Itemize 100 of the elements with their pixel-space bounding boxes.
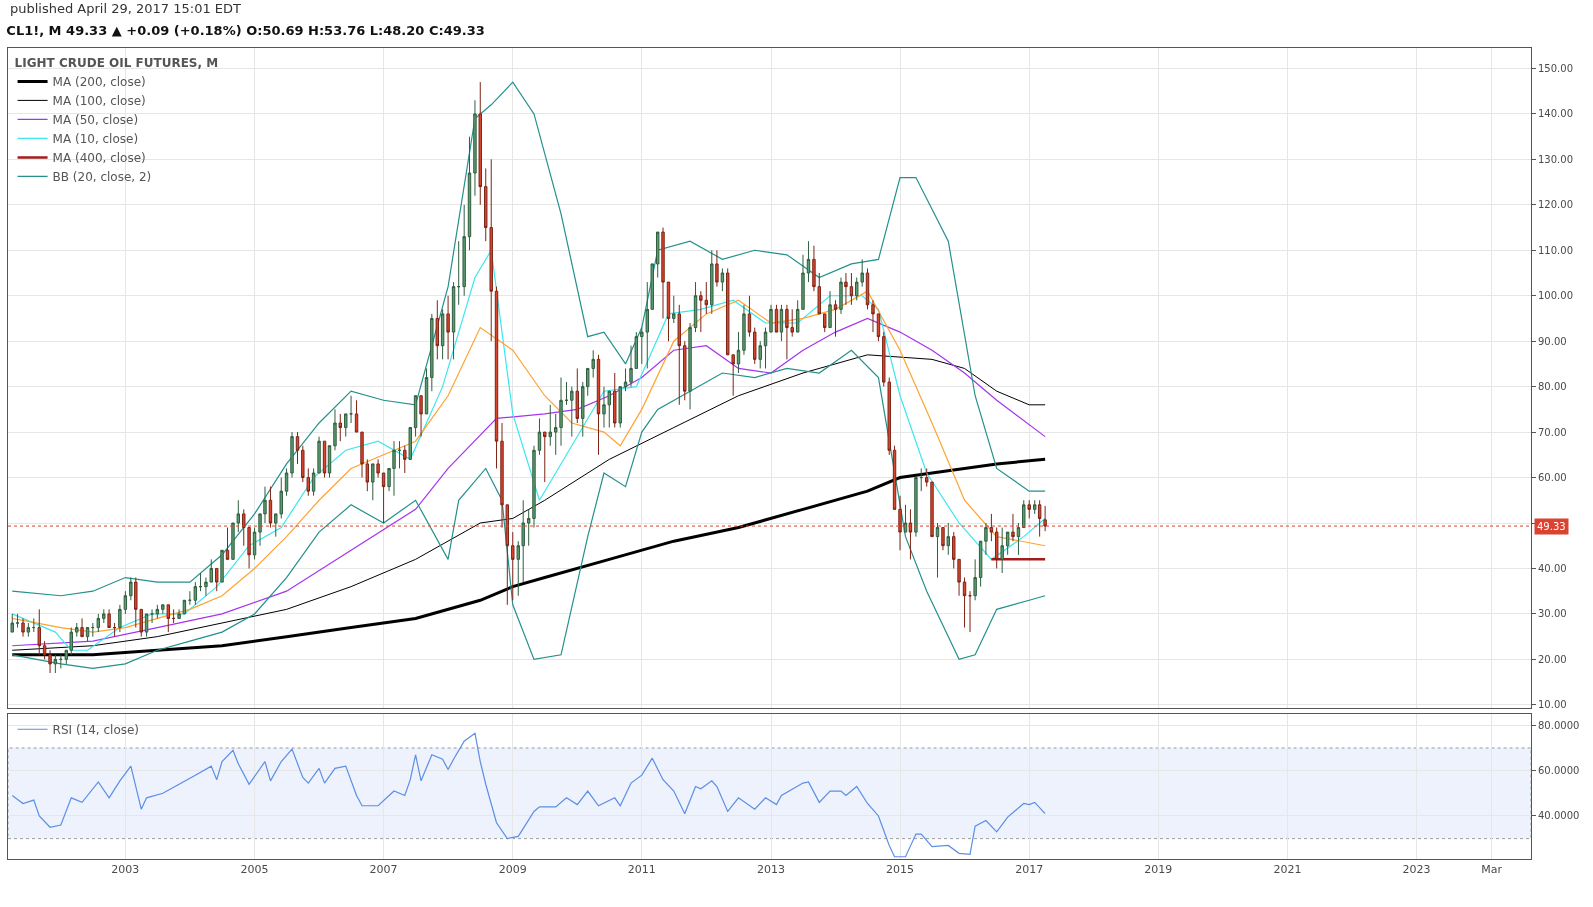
legend-label: MA (200, close) xyxy=(52,75,146,90)
candlestick xyxy=(26,622,31,638)
candlestick xyxy=(91,622,95,638)
candlestick xyxy=(715,249,719,288)
candlestick xyxy=(112,622,117,638)
y-tick-label: 80.0000 xyxy=(1538,719,1580,731)
legend-label: MA (50, close) xyxy=(52,113,139,128)
candlestick xyxy=(166,604,171,633)
candlestick xyxy=(75,622,79,638)
candlestick xyxy=(344,413,348,438)
candlestick xyxy=(1022,499,1026,529)
candlestick xyxy=(935,522,940,579)
candlestick xyxy=(403,445,407,474)
candlestick xyxy=(865,267,870,310)
candlestick xyxy=(118,604,122,633)
candlestick xyxy=(720,267,725,292)
candlestick xyxy=(774,304,779,333)
candlestick xyxy=(833,299,838,338)
candlestick xyxy=(456,240,461,306)
candlestick xyxy=(430,313,434,392)
candlestick xyxy=(21,617,25,638)
candlestick xyxy=(683,340,687,401)
candlestick xyxy=(349,395,353,424)
candlestick xyxy=(478,81,482,206)
candlestick xyxy=(688,322,692,410)
candlestick xyxy=(747,295,752,338)
line-series xyxy=(10,457,1047,657)
candlestick xyxy=(661,227,665,319)
legend-title: LIGHT CRUDE OIL FUTURES, M xyxy=(14,55,219,70)
candlestick xyxy=(290,431,294,479)
text: published April 29, 2017 15:01 EDT xyxy=(10,1,242,16)
legend-label: MA (100, close) xyxy=(52,94,146,109)
candlestick xyxy=(570,386,574,438)
candlestick xyxy=(596,354,601,456)
candlestick xyxy=(252,527,257,560)
candlestick xyxy=(37,608,41,656)
ref-line-label: 49.33 xyxy=(1537,521,1566,532)
y-tick-label: 80.00 xyxy=(1538,381,1567,393)
candlestick xyxy=(1027,499,1031,519)
y-tick-label: 120.00 xyxy=(1538,199,1573,211)
candlestick xyxy=(198,572,203,592)
candlestick xyxy=(1005,531,1010,556)
candlestick xyxy=(978,540,983,588)
candlestick xyxy=(284,467,289,497)
candlestick xyxy=(473,99,477,197)
x-tick-label: 2023 xyxy=(1402,863,1431,877)
candlestick xyxy=(419,395,423,438)
candlestick xyxy=(15,613,20,629)
candlestick xyxy=(543,431,547,483)
candlestick xyxy=(59,654,63,669)
candlestick xyxy=(440,308,445,360)
candlestick xyxy=(225,527,230,560)
candlestick xyxy=(973,558,977,601)
chart-title: CL1!, M 49.33 ▲ +0.09 (+0.18%) O:50.69 H:53.76 L:48.20 C:49.33 xyxy=(6,22,485,38)
candlestick xyxy=(451,281,456,360)
candlestick xyxy=(876,313,881,342)
candlestick xyxy=(962,577,967,629)
candlestick xyxy=(129,577,133,601)
candlestick xyxy=(575,367,579,424)
candlestick xyxy=(666,281,671,342)
y-tick-label: 140.00 xyxy=(1538,108,1573,120)
candlestick xyxy=(171,608,176,624)
candlestick xyxy=(849,272,854,306)
candlestick xyxy=(693,281,698,333)
candlestick xyxy=(828,290,832,329)
x-tick-label: 2011 xyxy=(627,863,656,877)
y-tick-label: 10.00 xyxy=(1538,699,1567,711)
candlestick xyxy=(548,404,552,447)
candlestick xyxy=(1032,499,1037,515)
candlestick xyxy=(193,581,198,606)
candlestick xyxy=(672,295,676,324)
y-tick-label: 60.00 xyxy=(1538,472,1567,484)
candlestick xyxy=(994,527,999,569)
candlestick xyxy=(742,304,746,356)
candlestick xyxy=(107,608,111,629)
candlestick xyxy=(53,654,58,674)
x-tick-label: 2007 xyxy=(369,863,398,877)
candlestick xyxy=(182,599,187,615)
candlestick xyxy=(80,617,84,638)
candlestick xyxy=(613,372,617,429)
candlestick xyxy=(1016,522,1021,556)
x-tick-label: Mar xyxy=(1481,863,1503,877)
candlestick xyxy=(150,608,154,624)
candlestick xyxy=(656,231,660,279)
x-tick-label: 2013 xyxy=(757,863,785,877)
candlestick xyxy=(397,440,402,469)
candlestick xyxy=(155,604,160,619)
x-tick-label: 2019 xyxy=(1144,863,1173,877)
candlestick xyxy=(327,445,332,479)
legend-label: MA (400, close) xyxy=(52,151,146,166)
legend-label: RSI (14, close) xyxy=(52,722,140,737)
candlestick xyxy=(102,608,106,624)
candlestick xyxy=(806,240,811,283)
candlestick xyxy=(85,627,90,642)
candlestick xyxy=(871,299,875,333)
candlestick xyxy=(844,272,848,306)
candlestick xyxy=(376,458,380,479)
y-tick-label: 60.0000 xyxy=(1538,765,1580,777)
y-tick-label: 30.00 xyxy=(1538,608,1567,620)
candlestick xyxy=(48,649,52,674)
